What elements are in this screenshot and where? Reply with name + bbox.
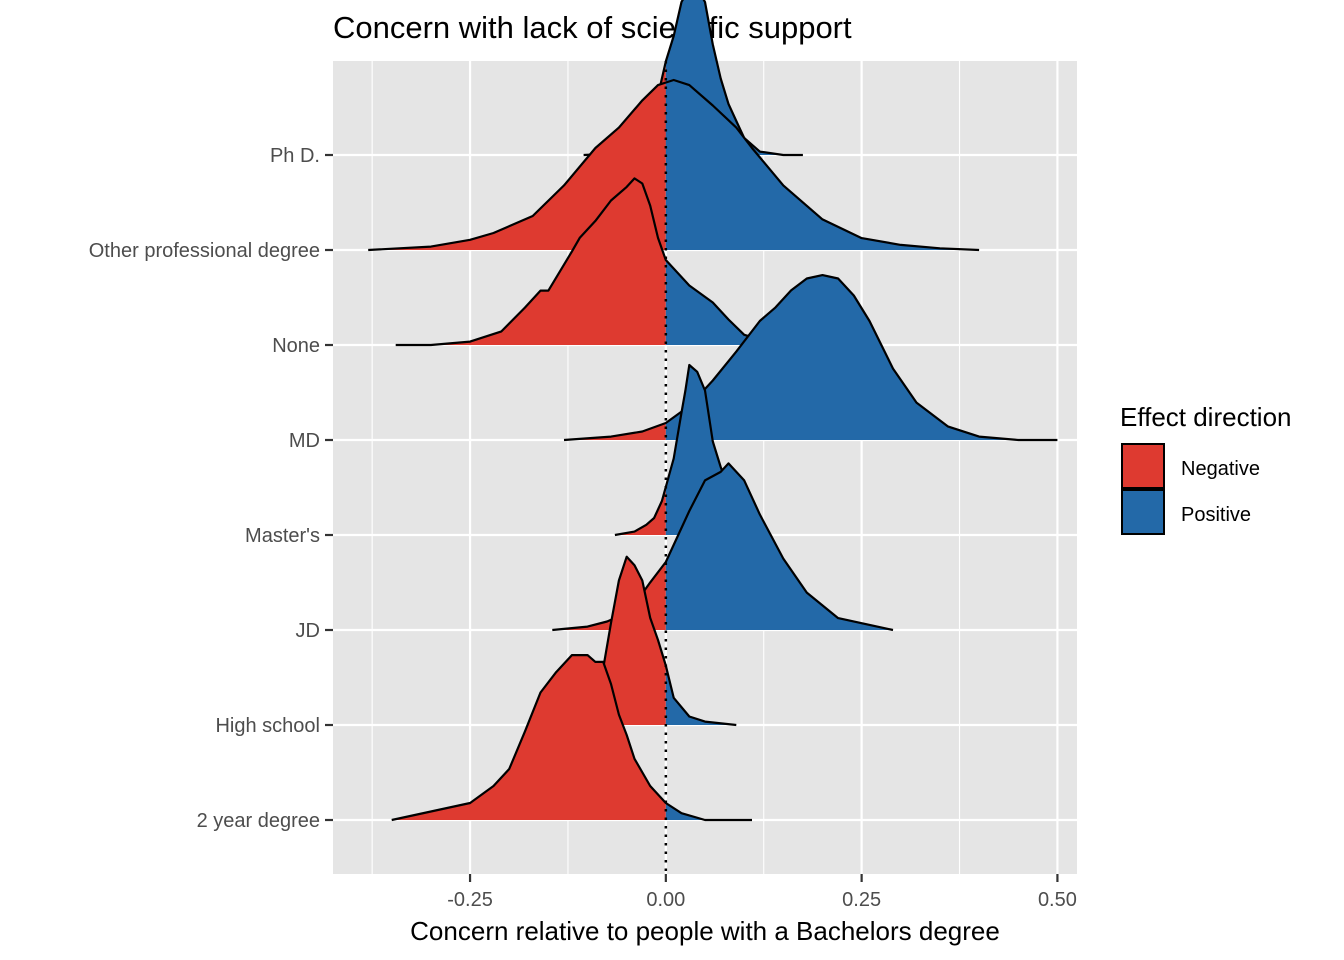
- positive-density-area: [665, 260, 839, 345]
- legend-key-positive: [1121, 489, 1165, 535]
- x-axis: -0.25 0.00 0.25 0.50: [447, 874, 1077, 911]
- y-tick-label: Other professional degree: [89, 240, 320, 262]
- y-tick-label: High school: [215, 715, 320, 737]
- legend: Effect direction Negative Positive: [1120, 402, 1292, 535]
- negative-density-area: [391, 655, 666, 820]
- negative-density-area: [395, 178, 666, 345]
- positive-density-area: [665, 463, 893, 630]
- y-tick-label: None: [272, 335, 320, 357]
- y-axis: 2 year degree High school JD Master's MD None…: [89, 145, 333, 832]
- chart-title: Concern with lack of scientific support: [333, 10, 852, 45]
- x-tick-label: -0.25: [447, 889, 493, 911]
- negative-density-area: [368, 82, 666, 250]
- positive-density-area: [665, 80, 980, 250]
- x-axis-title: Concern relative to people with a Bachel…: [410, 916, 1000, 946]
- x-tick-label: 0.00: [646, 889, 685, 911]
- density-ridges: [368, 0, 1058, 822]
- positive-density-area: [665, 275, 1058, 440]
- ridge-2-year-degree: [391, 654, 752, 822]
- y-tick-label: MD: [289, 430, 320, 452]
- y-tick-label: Ph D.: [270, 145, 320, 167]
- legend-label-negative: Negative: [1181, 458, 1260, 480]
- density-outline: [368, 78, 980, 252]
- negative-density-area: [544, 556, 666, 725]
- x-tick-label: 0.25: [842, 889, 881, 911]
- legend-title: Effect direction: [1120, 402, 1292, 432]
- legend-key-negative: [1121, 443, 1165, 489]
- ridge-other-professional-degree: [368, 78, 980, 252]
- density-outline: [395, 177, 839, 347]
- y-tick-label: JD: [296, 620, 320, 642]
- negative-density-area: [564, 422, 666, 440]
- density-outline: [563, 274, 1058, 442]
- negative-density-area: [614, 486, 666, 535]
- ridge-none: [395, 177, 839, 347]
- y-tick-label: Master's: [245, 525, 320, 547]
- ridge-md: [563, 274, 1058, 442]
- x-tick-label: 0.50: [1038, 889, 1077, 911]
- legend-label-positive: Positive: [1181, 504, 1251, 526]
- y-tick-label: 2 year degree: [197, 810, 320, 832]
- density-outline: [391, 654, 752, 822]
